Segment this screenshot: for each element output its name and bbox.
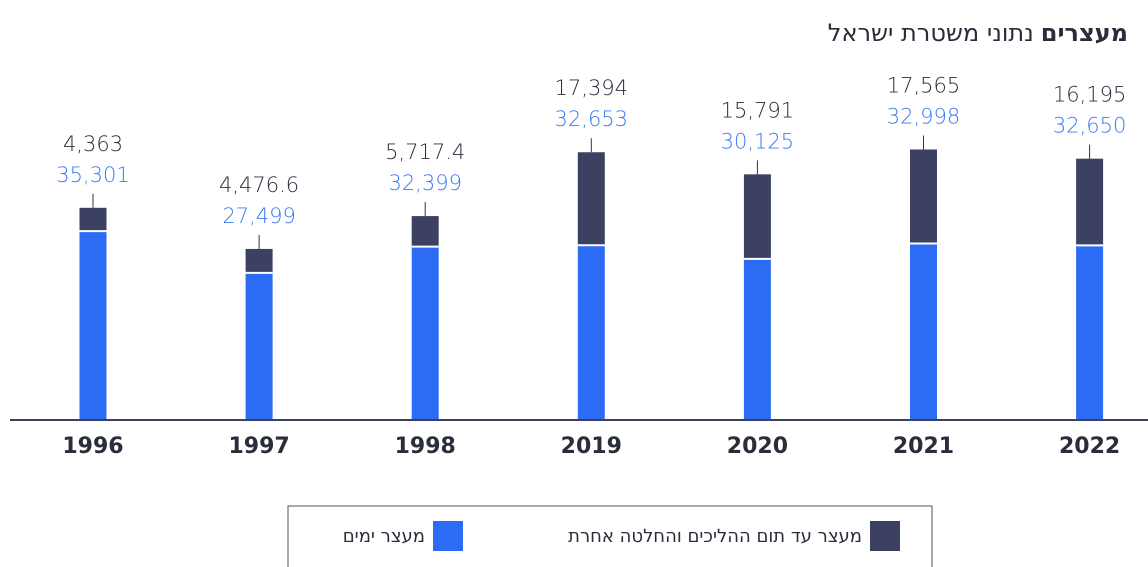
bar-segment [411,216,439,247]
legend-label: מעצר ימים [343,526,425,547]
value-label: 5,717.4 [385,140,465,164]
value-label: 32,653 [555,107,628,131]
value-label: 17,394 [555,76,628,100]
bar-segment [245,248,273,273]
x-tick-label: 1996 [62,434,123,459]
bar-segment [1076,245,1104,420]
value-label: 35,301 [56,163,129,187]
chart-title: מעצרים [1041,19,1128,47]
bar-segment [79,231,107,420]
value-label: 15,791 [721,98,794,122]
value-label: 27,499 [222,204,295,228]
value-label: 17,565 [887,73,960,97]
x-tick-label: 1997 [228,434,289,459]
value-label: 4,476.6 [219,173,299,197]
value-label: 32,650 [1053,114,1126,138]
x-tick-label: 2021 [893,434,954,459]
bar-segment [1076,158,1104,246]
bar-segment [743,174,771,259]
legend-box [287,505,933,567]
value-label: 32,399 [388,171,461,195]
bar-segment [743,258,771,420]
legend-swatch [870,521,900,551]
value-label: 16,195 [1053,83,1126,107]
chart-subtitle: נתוני משטרת ישראל [828,19,1034,47]
bar-segment [910,243,937,420]
bar-segment [411,246,439,420]
x-tick-label: 2020 [727,434,788,459]
value-label: 4,363 [63,132,123,156]
bar-segment [245,272,273,420]
x-tick-label: 1998 [395,434,456,459]
bar-segment [910,149,937,244]
value-label: 30,125 [721,129,794,153]
x-tick-label: 2019 [561,434,622,459]
value-label: 32,998 [887,104,960,128]
bar-segment [79,207,107,232]
bar-segment [577,152,605,246]
bar-segment [577,245,605,420]
legend-swatch [433,521,463,551]
legend-label: מעצר עד תום ההליכים והחלטה אחרת [568,526,862,547]
x-tick-label: 2022 [1059,434,1120,459]
